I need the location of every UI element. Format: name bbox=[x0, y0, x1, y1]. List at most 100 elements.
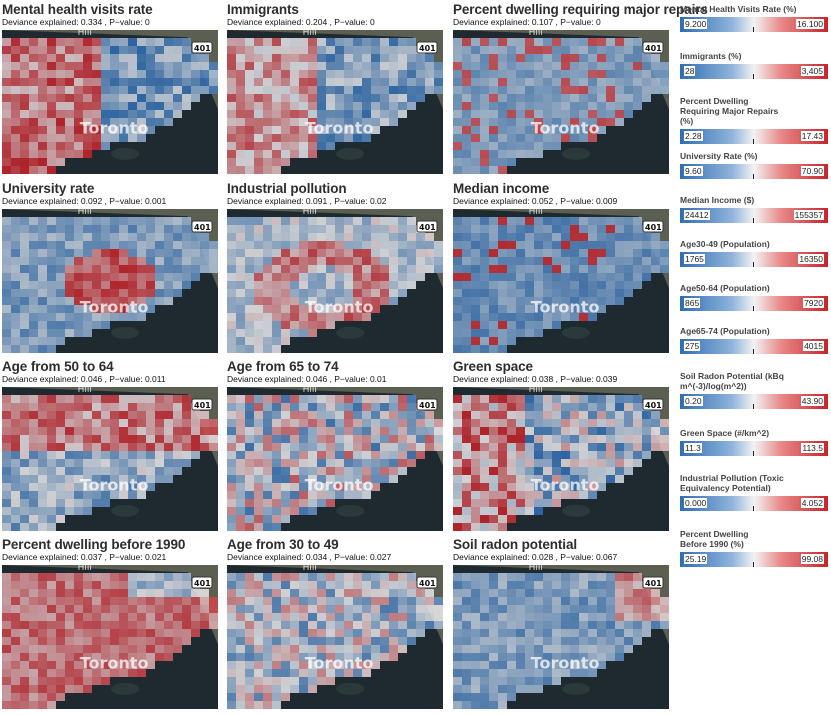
census-tract bbox=[624, 645, 633, 653]
legend-max: 99.08 bbox=[800, 554, 824, 564]
census-tract bbox=[597, 78, 606, 86]
census-tract bbox=[65, 94, 74, 102]
census-tract bbox=[74, 94, 83, 102]
census-tract bbox=[110, 403, 119, 411]
census-tract bbox=[236, 46, 245, 54]
census-tract bbox=[606, 281, 615, 289]
census-tract bbox=[353, 265, 362, 273]
census-tract bbox=[534, 573, 543, 581]
census-tract bbox=[561, 265, 570, 273]
census-tract bbox=[101, 669, 110, 677]
census-tract bbox=[552, 451, 561, 459]
census-tract bbox=[534, 289, 543, 297]
census-tract bbox=[371, 38, 380, 46]
census-tract bbox=[407, 46, 416, 54]
census-tract bbox=[498, 345, 507, 353]
census-tract bbox=[2, 225, 11, 233]
census-tract bbox=[101, 313, 110, 321]
census-tract bbox=[272, 38, 281, 46]
census-tract bbox=[11, 605, 20, 613]
census-tract bbox=[642, 62, 651, 70]
census-tract bbox=[552, 225, 561, 233]
census-tract bbox=[146, 257, 155, 265]
census-tract bbox=[164, 289, 173, 297]
census-tract bbox=[398, 257, 407, 265]
census-tracts bbox=[453, 217, 669, 353]
census-tract bbox=[299, 289, 308, 297]
census-tract bbox=[299, 419, 308, 427]
census-tract bbox=[462, 573, 471, 581]
census-tract bbox=[101, 281, 110, 289]
census-tract bbox=[498, 62, 507, 70]
census-tract bbox=[516, 645, 525, 653]
census-tract bbox=[74, 241, 83, 249]
census-tract bbox=[299, 118, 308, 126]
census-tract bbox=[2, 459, 11, 467]
census-tract bbox=[299, 411, 308, 419]
census-tract bbox=[227, 126, 236, 134]
census-tract bbox=[615, 265, 624, 273]
census-tract bbox=[570, 126, 579, 134]
census-tract bbox=[236, 273, 245, 281]
census-tract bbox=[263, 451, 272, 459]
census-tract bbox=[272, 661, 281, 669]
census-tract bbox=[471, 281, 480, 289]
census-tract bbox=[552, 281, 561, 289]
census-tract bbox=[462, 443, 471, 451]
census-tract bbox=[38, 158, 47, 166]
census-tract bbox=[534, 435, 543, 443]
census-tract bbox=[65, 637, 74, 645]
census-tract bbox=[471, 166, 480, 174]
census-tract bbox=[425, 78, 434, 86]
census-tract bbox=[407, 94, 416, 102]
census-tract bbox=[47, 507, 56, 515]
census-tract bbox=[489, 427, 498, 435]
census-tract bbox=[615, 605, 624, 613]
census-tract bbox=[56, 653, 65, 661]
census-tract bbox=[353, 411, 362, 419]
census-tract bbox=[254, 329, 263, 337]
census-tract bbox=[29, 257, 38, 265]
census-tract bbox=[642, 613, 651, 621]
census-tract bbox=[65, 443, 74, 451]
census-tract bbox=[128, 621, 137, 629]
census-tract bbox=[119, 411, 128, 419]
census-tract bbox=[65, 78, 74, 86]
census-tract bbox=[516, 597, 525, 605]
census-tract bbox=[56, 110, 65, 118]
census-tract bbox=[272, 126, 281, 134]
census-tract bbox=[254, 669, 263, 677]
census-tract bbox=[128, 62, 137, 70]
census-tract bbox=[128, 459, 137, 467]
census-tract bbox=[471, 573, 480, 581]
census-tract bbox=[389, 467, 398, 475]
census-tract bbox=[236, 78, 245, 86]
census-tract bbox=[462, 451, 471, 459]
color-bar: 0.000 4.052 bbox=[680, 496, 828, 511]
census-tract bbox=[254, 637, 263, 645]
census-tract bbox=[633, 573, 642, 581]
census-tract bbox=[110, 637, 119, 645]
census-tract bbox=[2, 427, 11, 435]
census-tract bbox=[110, 70, 119, 78]
census-tract bbox=[56, 459, 65, 467]
census-tract bbox=[2, 289, 11, 297]
census-tract bbox=[335, 265, 344, 273]
census-tract bbox=[29, 70, 38, 78]
census-tract bbox=[20, 427, 29, 435]
census-tract bbox=[561, 297, 570, 305]
census-tract bbox=[227, 467, 236, 475]
census-tract bbox=[371, 459, 380, 467]
census-tract bbox=[272, 523, 281, 531]
census-tract bbox=[353, 427, 362, 435]
census-tract bbox=[2, 233, 11, 241]
census-tract bbox=[579, 273, 588, 281]
census-tract bbox=[579, 597, 588, 605]
census-tract bbox=[380, 118, 389, 126]
census-tract bbox=[29, 499, 38, 507]
census-tract bbox=[38, 126, 47, 134]
census-tract bbox=[362, 249, 371, 257]
census-tract bbox=[56, 150, 65, 158]
census-tract bbox=[335, 54, 344, 62]
census-tract bbox=[29, 693, 38, 701]
